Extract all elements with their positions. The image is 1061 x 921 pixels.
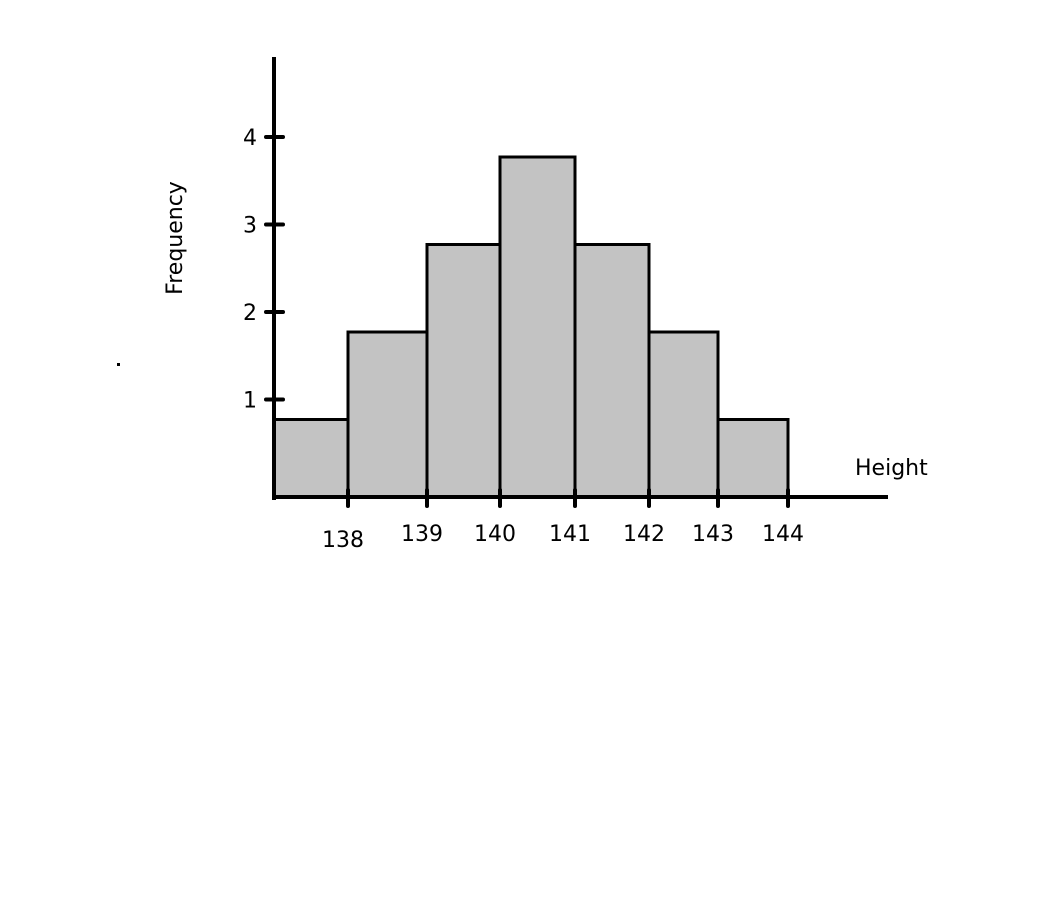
y-tick-label: 2 [243,301,257,326]
histogram-bar [573,243,651,499]
x-tick-label: 141 [549,522,591,547]
stray-dot [117,363,120,366]
y-tick-label: 4 [243,126,257,151]
x-tick-label: 143 [692,522,734,547]
histogram-bar [647,330,720,499]
histogram-bar [425,243,502,499]
x-tick-label: 139 [401,522,443,547]
y-axis-label: Frequency [163,181,188,295]
x-axis-label: Height [855,456,928,481]
histogram-bar [716,418,790,499]
y-tick-label: 3 [243,214,257,239]
x-tick-label: 140 [474,522,516,547]
x-tick-label: 138 [322,528,364,553]
histogram-bar [346,330,429,499]
histogram-bar [272,418,350,499]
x-tick-label: 144 [762,522,804,547]
y-tick-label: 1 [243,389,257,414]
x-tick-label: 142 [623,522,665,547]
histogram-bar [498,155,577,499]
